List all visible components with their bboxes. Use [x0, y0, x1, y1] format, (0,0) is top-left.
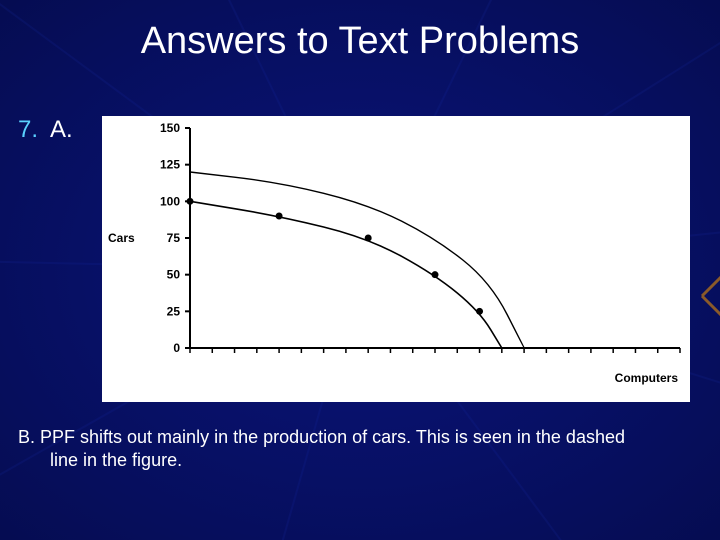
svg-text:Computers: Computers — [615, 371, 679, 385]
svg-text:50: 50 — [167, 268, 181, 282]
answer-b-text: B. PPF shifts out mainly in the producti… — [18, 426, 692, 471]
svg-text:0: 0 — [173, 341, 180, 355]
svg-text:100: 100 — [160, 194, 180, 208]
list-letter: A. — [50, 116, 73, 144]
slide: Answers to Text Problems 7. A. 0 25 50 75 10… — [0, 0, 720, 540]
svg-text:150: 150 — [160, 121, 180, 135]
page-title: Answers to Text Problems — [0, 20, 720, 63]
decorative-wedge — [694, 272, 720, 320]
ppf-chart-svg: 0 25 50 75 100 125 150 Cars Computers — [102, 116, 690, 402]
svg-text:75: 75 — [167, 231, 181, 245]
list-number: 7. — [18, 116, 38, 144]
ppf-chart: 0 25 50 75 100 125 150 Cars Computers — [102, 116, 690, 402]
svg-text:125: 125 — [160, 158, 180, 172]
answer-b-line1: B. PPF shifts out mainly in the producti… — [18, 427, 625, 447]
svg-text:Cars: Cars — [108, 231, 135, 245]
list-item-7a: 7. A. — [18, 116, 73, 144]
answer-b-line2: line in the figure. — [18, 449, 692, 472]
svg-text:25: 25 — [167, 304, 181, 318]
